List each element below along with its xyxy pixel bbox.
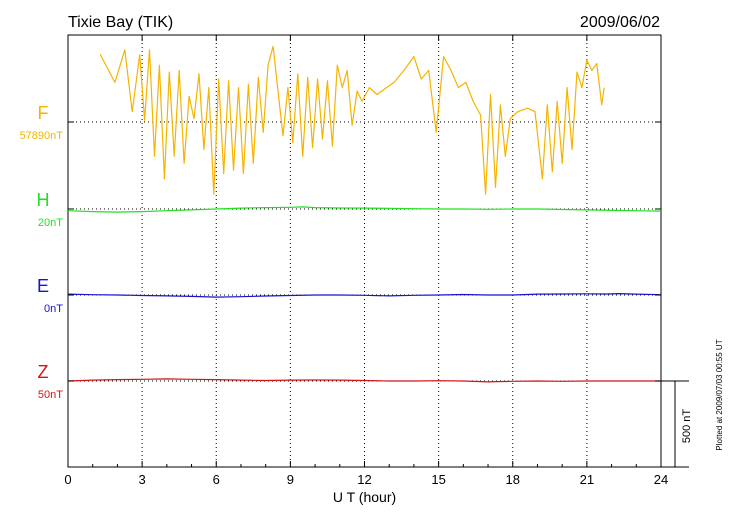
series-label-Z: Z xyxy=(38,362,49,382)
trace-E xyxy=(67,293,662,298)
chart-title: Tixie Bay (TIK) xyxy=(68,14,173,31)
series-label-H: H xyxy=(37,190,50,210)
series-label-E: E xyxy=(37,276,49,296)
plotted-note: Plotted at 2009/07/03 00:55 UT xyxy=(715,339,724,450)
scale-bar: 500 nT xyxy=(661,380,693,468)
x-tick-label: 3 xyxy=(139,472,146,487)
x-tick-label: 0 xyxy=(64,472,71,487)
x-tick-label: 12 xyxy=(357,472,371,487)
x-tick-label: 6 xyxy=(213,472,220,487)
trace-F xyxy=(99,45,605,195)
traces xyxy=(67,45,662,383)
series-baseline-F: 57890nT xyxy=(20,130,64,142)
scale-bar-label: 500 nT xyxy=(681,409,693,444)
series-baseline-H: 20nT xyxy=(38,217,63,229)
x-tick-label: 24 xyxy=(654,472,668,487)
series-label-F: F xyxy=(38,103,49,123)
series-baseline-E: 0nT xyxy=(44,303,63,315)
x-axis-label: U T (hour) xyxy=(333,489,396,505)
chart-date: 2009/06/02 xyxy=(580,14,660,31)
x-ticks: 0 3 6 9 12 15 18 21 24 xyxy=(64,35,668,487)
trace-Z xyxy=(67,378,661,383)
x-tick-label: 21 xyxy=(580,472,594,487)
trace-H xyxy=(67,206,662,213)
series-baseline-Z: 50nT xyxy=(38,389,63,401)
x-tick-label: 15 xyxy=(431,472,445,487)
series-labels: F 57890nT H 20nT E 0nT Z 50nT xyxy=(20,103,64,401)
x-tick-label: 18 xyxy=(506,472,520,487)
x-tick-label: 9 xyxy=(287,472,294,487)
